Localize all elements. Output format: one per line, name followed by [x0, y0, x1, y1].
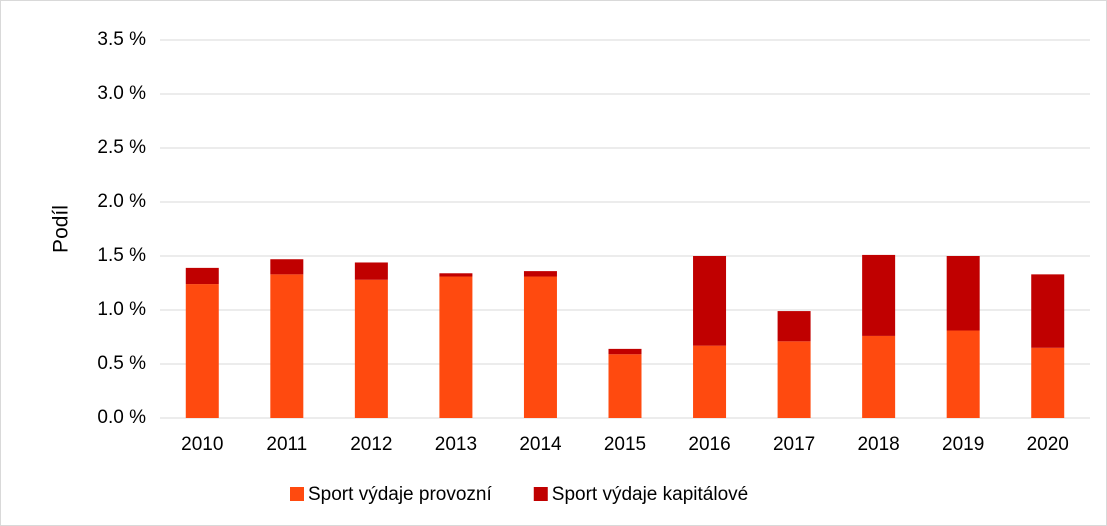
y-axis-label: Podíl	[50, 205, 73, 253]
x-tick-label: 2015	[604, 434, 646, 455]
x-tick-label: 2016	[688, 434, 730, 455]
bar-segment	[693, 256, 727, 346]
bar-segment	[523, 276, 557, 418]
y-tick-label: 1.0 %	[97, 299, 146, 320]
x-tick-label: 2010	[181, 434, 223, 455]
x-tick-label: 2011	[266, 434, 307, 455]
y-tick-label: 3.0 %	[97, 83, 146, 104]
bar-segment	[862, 335, 896, 418]
bar-segment	[777, 311, 811, 342]
bar-segment	[946, 330, 980, 418]
bar-segment	[354, 262, 388, 280]
bar-segment	[185, 284, 219, 418]
bar-segment	[608, 354, 642, 418]
legend-label: Sport výdaje kapitálové	[552, 484, 748, 505]
x-tick-label: 2014	[519, 434, 562, 455]
bar-segment	[1031, 274, 1065, 348]
bar-segment	[693, 345, 727, 418]
x-tick-label: 2012	[350, 434, 392, 455]
x-tick-label: 2018	[857, 434, 899, 455]
bar-segment	[523, 271, 557, 277]
bar-segment	[608, 348, 642, 355]
legend-swatch	[290, 487, 304, 501]
bar-segment	[354, 279, 388, 418]
legend-swatch	[533, 487, 548, 501]
legend-label: Sport výdaje provozní	[308, 484, 492, 505]
bar-segment	[185, 267, 219, 285]
y-tick-label: 0.5 %	[97, 353, 146, 374]
bar-segment	[270, 274, 304, 418]
x-tick-label: 2013	[435, 434, 477, 455]
bar-segment	[862, 254, 896, 336]
y-tick-label: 0.0 %	[97, 407, 146, 428]
x-tick-label: 2019	[942, 434, 984, 455]
x-tick-label: 2017	[773, 434, 815, 455]
bar-segment	[946, 256, 980, 331]
y-tick-label: 2.5 %	[97, 137, 146, 158]
x-tick-label: 2020	[1027, 434, 1069, 455]
bar-segment	[439, 276, 473, 418]
bar-segment	[777, 341, 811, 418]
y-tick-label: 1.5 %	[97, 245, 146, 266]
bar-segment	[439, 273, 473, 277]
bar-segment	[1031, 347, 1065, 418]
y-tick-label: 3.5 %	[97, 29, 146, 50]
y-tick-label: 2.0 %	[97, 191, 146, 212]
bar-segment	[270, 259, 304, 275]
